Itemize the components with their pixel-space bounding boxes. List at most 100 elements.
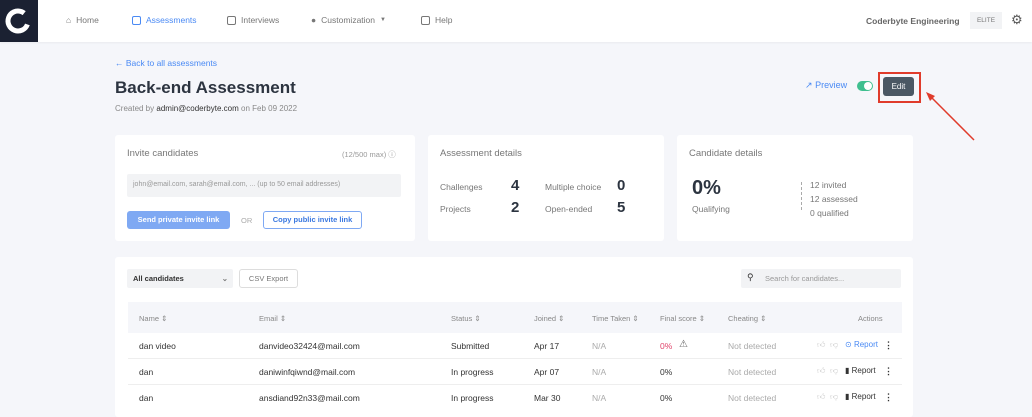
- preview-link[interactable]: ↗ Preview: [805, 80, 848, 90]
- row-divider: [128, 384, 902, 385]
- projects-label: Projects: [440, 204, 471, 214]
- copy-link-button[interactable]: Copy public invite link: [263, 211, 362, 229]
- assessment-details-card: Assessment details Challenges 4 Multiple…: [428, 135, 664, 241]
- cell-score: 0%: [660, 393, 673, 403]
- cell-score: 0%: [660, 367, 673, 377]
- table-header: [128, 302, 902, 333]
- col-time[interactable]: Time Taken ⇕: [592, 314, 639, 323]
- row-divider: [128, 358, 902, 359]
- col-score[interactable]: Final score ⇕: [660, 314, 706, 323]
- mc-label: Multiple choice: [545, 182, 602, 192]
- nav-home[interactable]: ⌂ Home: [66, 15, 99, 25]
- candidates-title: Candidate details: [689, 148, 763, 159]
- cell-joined: Apr 07: [534, 367, 560, 377]
- email-input[interactable]: john@email.com, sarah@email.com, ... (up…: [127, 174, 401, 197]
- back-link[interactable]: ← Back to all assessments: [115, 58, 218, 68]
- warning-icon: ⚠: [679, 339, 688, 350]
- col-joined[interactable]: Joined ⇕: [534, 314, 565, 323]
- cell-status: Submitted: [451, 341, 490, 351]
- cell-name: dan: [139, 367, 154, 377]
- invite-title: Invite candidates: [127, 148, 199, 159]
- cell-status: In progress: [451, 393, 494, 403]
- more-menu-icon[interactable]: ⋮: [884, 340, 893, 350]
- col-status[interactable]: Status ⇕: [451, 314, 481, 323]
- col-cheating[interactable]: Cheating ⇕: [728, 314, 767, 323]
- cell-time: N/A: [592, 341, 607, 351]
- table-row[interactable]: [128, 333, 902, 359]
- search-icon: ⚲: [747, 272, 754, 282]
- interviews-icon: [227, 15, 236, 25]
- report-link[interactable]: ▮ Report: [845, 392, 876, 401]
- external-link-icon: ↗: [805, 80, 813, 90]
- book-icon: [421, 15, 430, 25]
- gear-icon[interactable]: ⚙: [1011, 12, 1023, 27]
- nav-help[interactable]: Help: [421, 15, 452, 25]
- top-nav: ⌂ Home Assessments Interviews ● Customizat…: [0, 0, 1032, 42]
- table-row[interactable]: [128, 359, 902, 385]
- cell-time: N/A: [592, 393, 607, 403]
- cell-name: dan video: [139, 341, 176, 351]
- table-row[interactable]: [128, 385, 902, 411]
- candidate-filter-select[interactable]: All candidates ⌄: [127, 269, 233, 288]
- or-label: OR: [241, 216, 253, 225]
- thumbs-down-icon[interactable]: 👎︎: [830, 392, 839, 401]
- mc-value: 0: [617, 177, 626, 194]
- edit-button[interactable]: Edit: [883, 77, 914, 96]
- cell-joined: Mar 30: [534, 393, 561, 403]
- col-email[interactable]: Email ⇕: [259, 314, 287, 323]
- nav-interviews[interactable]: Interviews: [227, 15, 279, 25]
- cell-cheating: Not detected: [728, 367, 777, 377]
- thumbs-up-icon[interactable]: 👍︎: [817, 366, 826, 375]
- cell-time: N/A: [592, 367, 607, 377]
- qualifying-label: Qualifying: [692, 204, 730, 214]
- thumbs-up-icon[interactable]: 👍︎: [817, 340, 826, 349]
- challenges-label: Challenges: [440, 182, 483, 192]
- challenges-value: 4: [511, 177, 520, 194]
- org-name[interactable]: Coderbyte Engineering: [866, 16, 960, 26]
- highlight-box: [878, 72, 921, 103]
- document-icon: ▮: [845, 392, 850, 401]
- cell-joined: Apr 17: [534, 341, 560, 351]
- nav-assessments[interactable]: Assessments: [132, 15, 197, 25]
- col-name[interactable]: Name ⇕: [139, 314, 168, 323]
- funnel-assessed: 12 assessed: [810, 194, 858, 204]
- search-input[interactable]: ⚲ Search for candidates...: [741, 269, 901, 288]
- cell-email: daniwinfqiwnd@mail.com: [259, 367, 356, 377]
- thumbs-up-icon[interactable]: 👍︎: [817, 392, 826, 401]
- plan-badge: ELITE: [970, 12, 1002, 29]
- chevron-down-icon: ⌄: [221, 274, 228, 283]
- qualifying-pct: 0%: [692, 177, 721, 199]
- oe-value: 5: [617, 199, 626, 216]
- cell-status: In progress: [451, 367, 494, 377]
- cell-email: danvideo32424@mail.com: [259, 341, 360, 351]
- report-link[interactable]: ⊙ Report: [845, 340, 878, 349]
- more-menu-icon[interactable]: ⋮: [884, 392, 893, 402]
- cell-cheating: Not detected: [728, 341, 777, 351]
- cell-name: dan: [139, 393, 154, 403]
- created-info: Created by admin@coderbyte.com on Feb 09…: [115, 104, 298, 113]
- annotation-arrow: [926, 92, 975, 141]
- assessments-icon: [132, 15, 141, 25]
- palette-icon: ●: [311, 15, 317, 25]
- cell-score: 0%: [660, 341, 673, 351]
- active-toggle[interactable]: [857, 81, 873, 91]
- invite-limit: (12/500 max) ⓘ: [342, 150, 396, 159]
- help-icon: ⓘ: [388, 150, 396, 159]
- projects-value: 2: [511, 199, 520, 216]
- funnel-qualified: 0 qualified: [810, 208, 849, 218]
- coderbyte-logo[interactable]: [0, 0, 38, 42]
- send-invite-button[interactable]: Send private invite link: [127, 211, 230, 229]
- page-title: Back-end Assessment: [115, 78, 296, 97]
- search-placeholder: Search for candidates...: [765, 274, 845, 283]
- cell-email: ansdiand92n33@mail.com: [259, 393, 360, 403]
- play-icon: ⊙: [845, 340, 852, 349]
- csv-export-button[interactable]: CSV Export: [239, 269, 298, 288]
- thumbs-down-icon[interactable]: 👎︎: [830, 340, 839, 349]
- caret-down-icon: ▼: [380, 17, 386, 23]
- col-actions: Actions: [858, 314, 883, 323]
- more-menu-icon[interactable]: ⋮: [884, 366, 893, 376]
- report-link[interactable]: ▮ Report: [845, 366, 876, 375]
- home-icon: ⌂: [66, 15, 72, 25]
- nav-customization[interactable]: ● Customization ▼: [311, 15, 386, 25]
- thumbs-down-icon[interactable]: 👎︎: [830, 366, 839, 375]
